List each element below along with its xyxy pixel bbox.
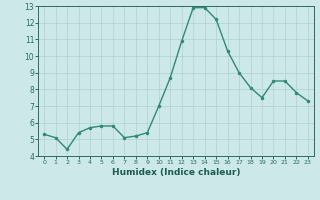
X-axis label: Humidex (Indice chaleur): Humidex (Indice chaleur) [112, 168, 240, 177]
